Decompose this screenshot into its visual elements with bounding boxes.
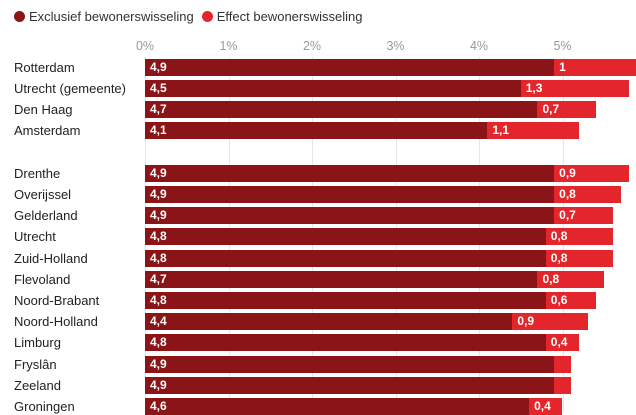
data-label-exclusief: 4,4 <box>150 314 167 329</box>
bar-segment-effect <box>545 249 613 267</box>
category-label: Overijssel <box>14 187 72 202</box>
bar-segment-effect <box>512 313 588 331</box>
data-label-exclusief: 4,8 <box>150 250 167 265</box>
category-label: Zeeland <box>14 377 61 393</box>
bar-segment-exclusief <box>145 398 530 415</box>
bar-segment-effect <box>554 355 571 373</box>
category-label: Amsterdam <box>14 123 81 139</box>
category-label: Noord-Holland <box>14 314 98 330</box>
data-label-exclusief: 4,9 <box>150 59 167 74</box>
data-label-exclusief: 4,9 <box>150 377 167 392</box>
bar-segment-effect <box>529 398 563 415</box>
x-tick-label: 5% <box>553 39 572 53</box>
category-label: Limburg <box>14 335 61 351</box>
data-label-exclusief: 4,9 <box>150 208 167 223</box>
bar-segment-effect <box>554 186 621 203</box>
category-label: Rotterdam <box>14 59 75 75</box>
category-label: Groningen <box>14 399 75 414</box>
bar-segment-effect <box>554 376 571 394</box>
bar-segment-effect <box>537 100 596 118</box>
bar-segment-exclusief <box>145 58 555 76</box>
data-label-effect: 0,4 <box>550 335 568 350</box>
data-label-effect: 0,8 <box>550 229 568 244</box>
bar-segment-exclusief <box>145 313 513 331</box>
bar-segment-effect <box>545 228 613 246</box>
category-label: Fryslân <box>14 356 57 372</box>
bar-segment-exclusief <box>145 292 546 309</box>
category-label: Drenthe <box>14 165 61 181</box>
data-label-effect: 0,4 <box>534 399 551 413</box>
x-tick-label: 2% <box>302 39 322 53</box>
data-label-effect: 0,8 <box>559 187 576 201</box>
bar-segment-effect <box>545 292 596 309</box>
chart-legend: Exclusief bewonerswisseling Effect bewon… <box>14 9 370 24</box>
legend-item-effect: Effect bewonerswisseling <box>201 9 363 24</box>
bar-segment-exclusief <box>145 249 546 267</box>
category-label: Gelderland <box>14 208 78 224</box>
data-label-exclusief: 4,6 <box>150 399 167 413</box>
data-label-effect: 1 <box>559 59 566 74</box>
data-label-exclusief: 4,8 <box>150 293 167 307</box>
bar-segment-exclusief <box>145 122 488 140</box>
category-label: Zuid-Holland <box>14 250 88 266</box>
bar-segment-exclusief <box>145 270 538 288</box>
data-label-effect: 0,7 <box>559 208 576 223</box>
x-tick-label: 1% <box>219 39 238 53</box>
bar-segment-exclusief <box>145 207 555 225</box>
category-label: Noord-Brabant <box>14 293 100 308</box>
bar-segment-exclusief <box>145 186 555 203</box>
bar-segment-effect <box>554 164 630 182</box>
bar-segment-exclusief <box>145 164 555 182</box>
data-label-effect: 1,1 <box>492 123 510 138</box>
bar-segment-effect <box>537 270 605 288</box>
data-label-effect: 0,9 <box>559 165 576 180</box>
legend-label-exclusief: Exclusief bewonerswisseling <box>29 9 194 24</box>
bar-segment-effect <box>554 58 636 76</box>
legend-label-effect: Effect bewonerswisseling <box>216 9 363 24</box>
category-label: Flevoland <box>14 271 71 287</box>
data-label-exclusief: 4,9 <box>150 187 167 201</box>
bar-segment-effect <box>487 122 580 140</box>
data-label-exclusief: 4,9 <box>150 165 167 180</box>
x-tick-label: 3% <box>386 39 405 53</box>
bar-segment-exclusief <box>145 228 546 246</box>
data-label-exclusief: 4,7 <box>150 101 167 116</box>
bar-segment-effect <box>545 334 580 352</box>
legend-swatch-effect <box>201 11 213 22</box>
data-label-exclusief: 4,8 <box>150 335 167 350</box>
data-label-exclusief: 4,9 <box>150 356 167 371</box>
category-label: Den Haag <box>14 101 73 117</box>
bar-segment-exclusief <box>145 376 555 394</box>
legend-swatch-exclusief <box>14 11 25 22</box>
data-label-exclusief: 4,1 <box>150 123 167 138</box>
bar-segment-effect <box>520 79 630 97</box>
x-tick-label: 0% <box>135 39 155 53</box>
bar-segment-exclusief <box>145 100 538 118</box>
data-label-effect: 0,8 <box>542 271 560 286</box>
data-label-exclusief: 4,5 <box>150 80 167 95</box>
bar-segment-exclusief <box>145 355 555 373</box>
bar-segment-exclusief <box>145 334 546 352</box>
data-label-effect: 0,6 <box>550 293 568 307</box>
data-label-effect: 1,3 <box>525 80 543 95</box>
x-tick-label: 4% <box>469 39 489 53</box>
data-label-effect: 0,8 <box>550 250 568 265</box>
bar-segment-effect <box>554 207 613 225</box>
category-label: Utrecht (gemeente) <box>14 80 126 96</box>
bar-segment-exclusief <box>145 79 521 97</box>
category-label: Utrecht <box>14 229 56 245</box>
data-label-effect: 0,7 <box>542 101 560 116</box>
data-label-effect: 0,9 <box>517 314 535 329</box>
data-label-exclusief: 4,7 <box>150 271 167 286</box>
legend-item-exclusief: Exclusief bewonerswisseling <box>14 9 194 24</box>
data-label-exclusief: 4,8 <box>150 229 167 244</box>
